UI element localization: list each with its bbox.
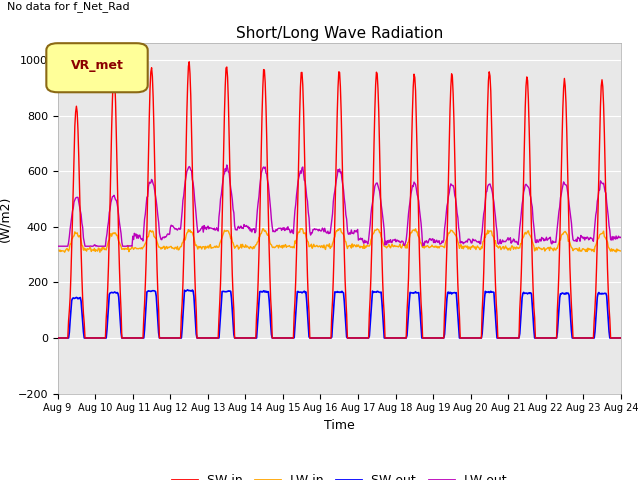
FancyBboxPatch shape [46,43,148,92]
Text: VR_met: VR_met [70,60,124,72]
X-axis label: Time: Time [324,419,355,432]
Text: No data for f_Net_Rad: No data for f_Net_Rad [7,1,129,12]
Title: Short/Long Wave Radiation: Short/Long Wave Radiation [236,25,443,41]
Legend: SW in, LW in, SW out, LW out: SW in, LW in, SW out, LW out [167,469,511,480]
Y-axis label: (W/m2): (W/m2) [0,195,12,241]
